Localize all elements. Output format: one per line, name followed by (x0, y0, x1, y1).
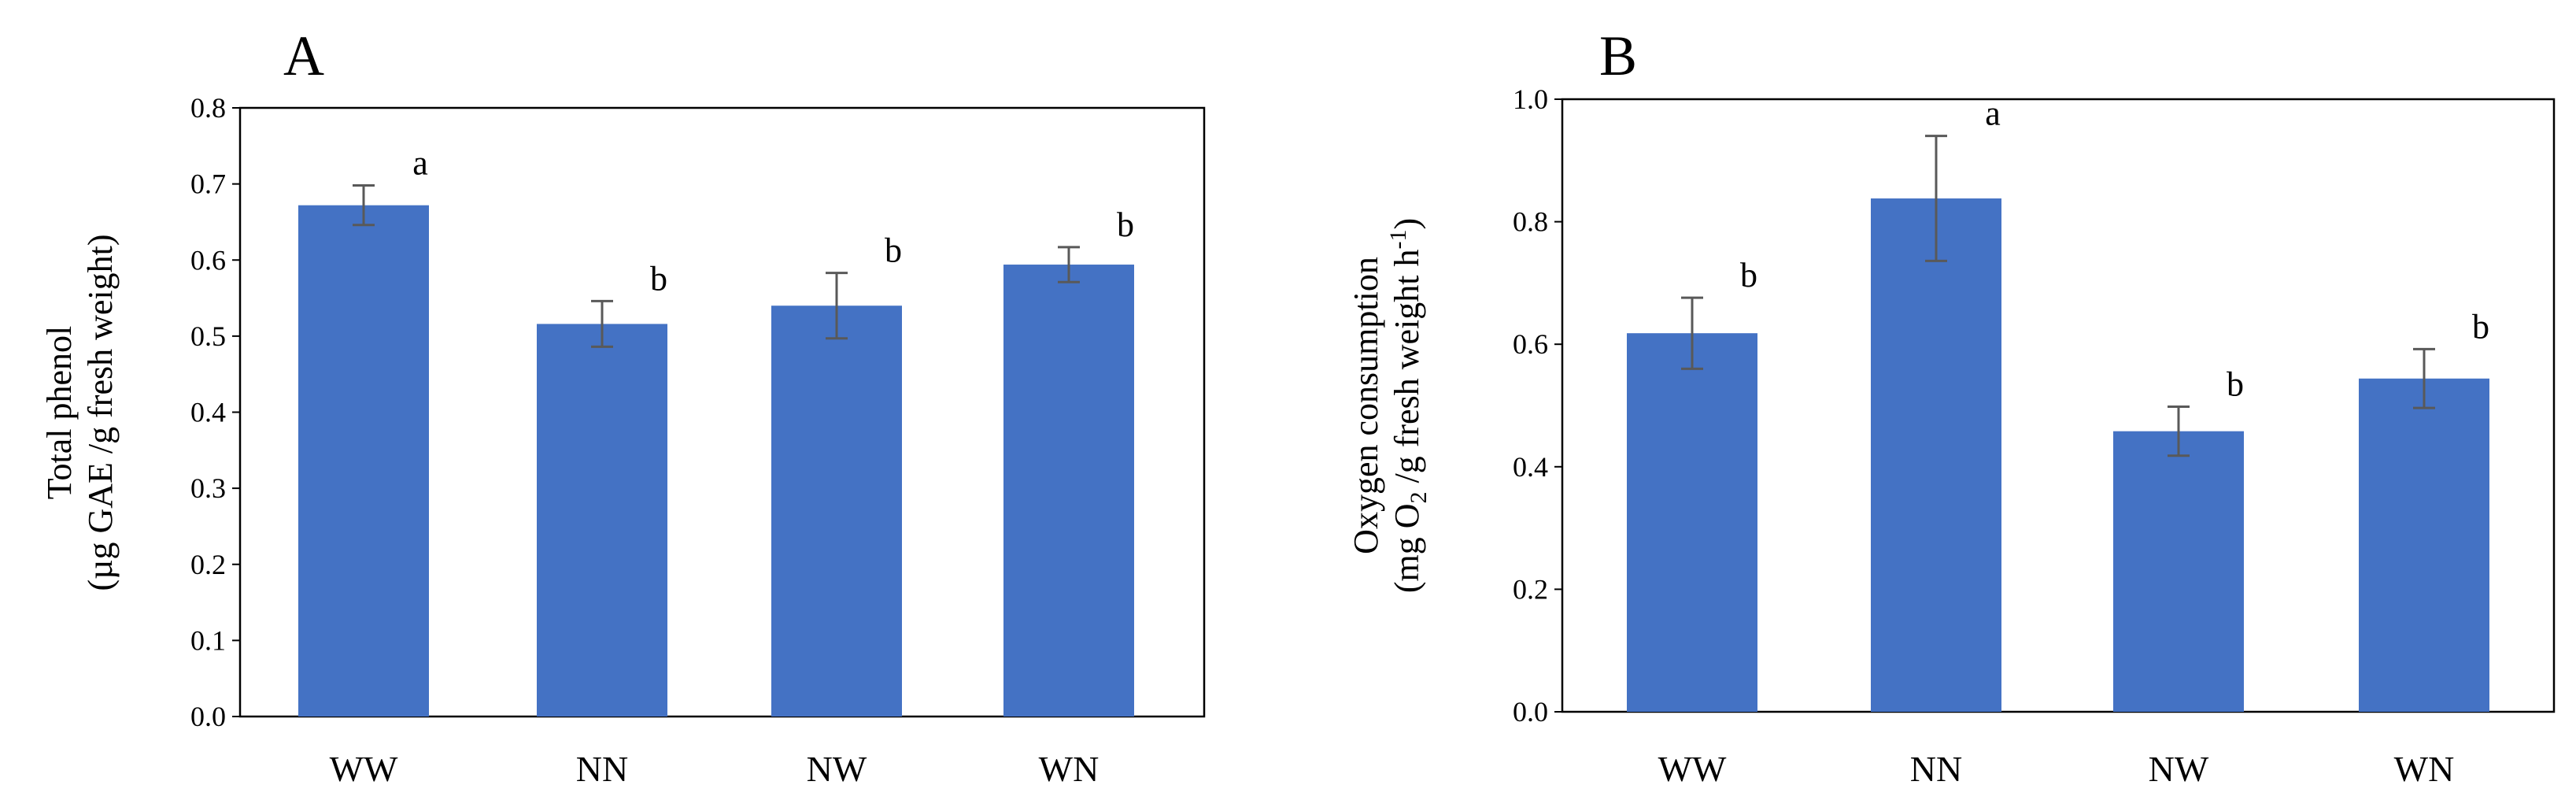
panel-a-bars (298, 205, 1134, 717)
bar-nw (2113, 431, 2244, 712)
y-tick-label: 0.8 (1513, 206, 1548, 238)
y-tick-label: 0.8 (190, 92, 226, 124)
bar-wn (2359, 378, 2489, 712)
error-bar-nn (591, 299, 613, 348)
panel-b-plot-frame (1561, 98, 2556, 713)
y-tick-label: 0.7 (190, 168, 226, 200)
x-tick-label: WW (1658, 749, 1727, 789)
panel-b-ylabel-line2: (mg O2 /g fresh weight h-1) (1385, 218, 1432, 593)
panel-a-error-bars (353, 184, 1080, 348)
panel-a-y-ticks: 0.0 0.1 0.2 0.3 0.4 0.5 0.6 0.7 0.8 (190, 92, 240, 732)
panel-a-ylabel-line1: Total phenol (40, 326, 79, 500)
panel-b-bars (1627, 198, 2489, 712)
error-bar-nn (1925, 135, 1947, 262)
y-tick-label: 1.0 (1513, 83, 1548, 115)
panel-a-significance-letters: a b b b (412, 144, 1134, 298)
significance-letter: b (1740, 256, 1757, 294)
y-tick-label: 0.6 (190, 244, 226, 276)
significance-letter: a (1985, 94, 2001, 133)
significance-letter: b (2227, 365, 2244, 404)
y-tick-label: 0.2 (190, 549, 226, 580)
y-tick-label: 0.0 (1513, 696, 1548, 728)
significance-letter: a (412, 144, 428, 183)
panel-b-label: B (1599, 24, 1637, 87)
bar-nn (1871, 198, 2001, 712)
panel-b: B 0.0 0.2 0.4 0.6 0.8 1.0 b a b b WW NN NW WN Oxyge… (1347, 24, 2556, 789)
y-tick-label: 0.2 (1513, 573, 1548, 605)
x-tick-label: NW (2149, 749, 2209, 789)
bar-ww (1627, 333, 1757, 712)
y-tick-label: 0.0 (190, 701, 226, 732)
x-tick-label: NW (807, 749, 867, 789)
x-tick-label: NN (576, 749, 628, 789)
panel-a-x-tick-labels: WW NN NW WN (330, 749, 1100, 789)
panel-a: A 0.0 0.1 0.2 0.3 0.4 0.5 0.6 0.7 0.8 a b b b WW NN N… (40, 24, 1206, 789)
panel-a-label: A (283, 24, 324, 87)
bar-wn (1003, 265, 1134, 717)
panel-b-y-ticks: 0.0 0.2 0.4 0.6 0.8 1.0 (1513, 83, 1562, 728)
x-tick-label: NN (1910, 749, 1962, 789)
bar-ww (298, 205, 429, 717)
y-tick-label: 0.1 (190, 624, 226, 656)
error-bar-wn (2413, 347, 2435, 409)
x-tick-label: WN (1039, 749, 1100, 789)
bar-nn (537, 324, 667, 717)
error-bar-nw (2168, 406, 2190, 457)
significance-letter: b (885, 231, 902, 270)
y-tick-label: 0.3 (190, 472, 226, 504)
y-tick-label: 0.4 (190, 397, 226, 428)
error-bar-wn (1058, 246, 1080, 283)
panel-b-x-tick-labels: WW NN NW WN (1658, 749, 2455, 789)
panel-b-error-bars (1681, 135, 2435, 457)
y-tick-label: 0.4 (1513, 451, 1548, 483)
bar-nw (771, 306, 902, 717)
error-bar-ww (1681, 296, 1703, 370)
error-bar-nw (826, 272, 848, 340)
x-tick-label: WW (330, 749, 398, 789)
significance-letter: b (650, 259, 667, 298)
panel-a-ylabel-line2: (µg GAE /g fresh weight) (81, 234, 120, 591)
panel-b-significance-letters: b a b b (1740, 94, 2489, 404)
significance-letter: b (1117, 206, 1134, 244)
error-bar-ww (353, 184, 375, 227)
panel-b-ylabel-line1: Oxygen consumption (1347, 257, 1385, 554)
y-tick-label: 0.5 (190, 320, 226, 352)
y-tick-label: 0.6 (1513, 328, 1548, 360)
x-tick-label: WN (2394, 749, 2455, 789)
significance-letter: b (2472, 307, 2489, 346)
